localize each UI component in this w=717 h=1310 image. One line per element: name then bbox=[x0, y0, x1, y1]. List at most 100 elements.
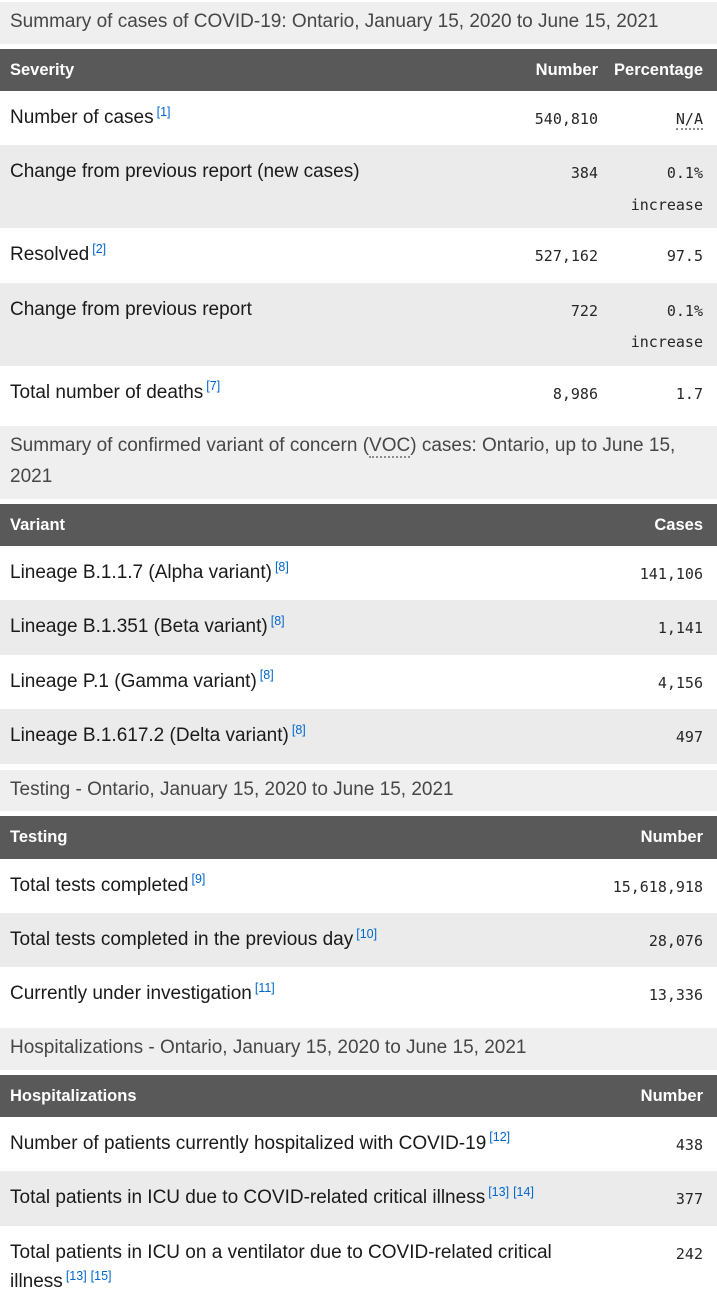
row-label: Total patients in ICU due to COVID-relat… bbox=[10, 1187, 486, 1209]
hospitalizations-table: Hospitalizations Number Number of patien… bbox=[0, 1074, 717, 1310]
table-row: Change from previous report 722 0.1% inc… bbox=[0, 282, 717, 366]
row-percentage: 0.1% increase bbox=[612, 145, 717, 228]
column-header-hospitalizations: Hospitalizations bbox=[0, 1074, 607, 1117]
percentage-note: increase bbox=[630, 195, 703, 214]
row-label-cell: Currently under investigation [11] bbox=[0, 967, 607, 1021]
row-label-cell: Total tests completed [9] bbox=[0, 859, 607, 913]
row-number: 13,336 bbox=[648, 986, 703, 1005]
column-header-number: Number bbox=[607, 1074, 717, 1117]
column-header-number: Number bbox=[502, 48, 612, 91]
row-label: Number of patients currently hospitalize… bbox=[10, 1132, 487, 1154]
caption-text: ) cases: Ontario, up to June 15, 2021 bbox=[10, 435, 676, 487]
section-cases-summary: Summary of cases of COVID-19: Ontario, J… bbox=[0, 2, 717, 421]
row-label-cell: Total tests completed in the previous da… bbox=[0, 913, 607, 967]
testing-table: Testing Number Total tests completed [9] … bbox=[0, 816, 717, 1022]
footnote-link[interactable]: [8] bbox=[259, 668, 274, 683]
column-header-cases: Cases bbox=[607, 503, 717, 546]
table-row: Lineage B.1.617.2 (Delta variant) [8] 497 bbox=[0, 709, 717, 764]
row-label: Currently under investigation bbox=[10, 983, 252, 1005]
column-header-number: Number bbox=[607, 816, 717, 859]
row-label-cell: Lineage B.1.1.7 (Alpha variant) [8] bbox=[0, 546, 607, 600]
row-label: Total tests completed bbox=[10, 874, 189, 896]
footnote-link[interactable]: [2] bbox=[92, 242, 107, 257]
row-number: 1,141 bbox=[657, 619, 703, 638]
table-row: Currently under investigation [11] 13,336 bbox=[0, 967, 717, 1022]
column-header-percentage: Percentage bbox=[612, 48, 717, 91]
row-percentage: 1.7 bbox=[675, 384, 703, 403]
percentage-note: increase bbox=[630, 333, 703, 352]
row-number: 527,162 bbox=[534, 247, 598, 266]
table-header-row: Hospitalizations Number bbox=[0, 1074, 717, 1117]
footnote-link[interactable]: [7] bbox=[206, 379, 221, 394]
caption-text: Testing - Ontario, January 15, 2020 to J… bbox=[10, 778, 454, 800]
row-label: Total number of deaths bbox=[10, 381, 204, 403]
row-label: Resolved bbox=[10, 244, 90, 266]
table-row: Total number of deaths [7] 8,986 1.7 bbox=[0, 365, 717, 421]
section-testing: Testing - Ontario, January 15, 2020 to J… bbox=[0, 769, 717, 1022]
footnote-link[interactable]: [14] bbox=[513, 1184, 534, 1199]
percentage-value: 0.1% bbox=[666, 301, 703, 320]
table-row: Change from previous report (new cases) … bbox=[0, 145, 717, 229]
footnote-link[interactable]: [12] bbox=[489, 1130, 511, 1145]
row-number: 438 bbox=[675, 1135, 703, 1154]
caption-text: Summary of confirmed variant of concern … bbox=[10, 435, 370, 457]
not-applicable-abbr[interactable]: N/A bbox=[675, 109, 703, 130]
row-number: 377 bbox=[675, 1190, 703, 1209]
percentage-value: 0.1% bbox=[666, 164, 703, 183]
table-header-row: Variant Cases bbox=[0, 503, 717, 546]
column-header-testing: Testing bbox=[0, 816, 607, 859]
row-label-cell: Total patients in ICU on a ventilator du… bbox=[0, 1226, 607, 1310]
row-label: Lineage B.1.351 (Beta variant) bbox=[10, 616, 268, 638]
footnote-link[interactable]: [10] bbox=[356, 926, 378, 941]
row-label: Total tests completed in the previous da… bbox=[10, 928, 354, 950]
table-caption: Hospitalizations - Ontario, January 15, … bbox=[0, 1027, 717, 1070]
row-label: Number of cases bbox=[10, 106, 154, 128]
table-caption: Summary of confirmed variant of concern … bbox=[0, 426, 717, 499]
table-row: Total tests completed in the previous da… bbox=[0, 912, 717, 968]
table-row: Total patients in ICU on a ventilator du… bbox=[0, 1225, 717, 1310]
row-label-cell: Resolved [2] bbox=[0, 228, 502, 282]
footnote-link[interactable]: [13] bbox=[488, 1184, 510, 1199]
table-row: Lineage P.1 (Gamma variant) [8] 4,156 bbox=[0, 654, 717, 710]
section-voc-summary: Summary of confirmed variant of concern … bbox=[0, 426, 717, 764]
variant-table: Variant Cases Lineage B.1.1.7 (Alpha var… bbox=[0, 503, 717, 764]
footnote-link[interactable]: [9] bbox=[191, 872, 206, 887]
row-label-cell: Change from previous report (new cases) bbox=[0, 145, 502, 228]
table-row: Total patients in ICU due to COVID-relat… bbox=[0, 1171, 717, 1226]
footnote-link[interactable]: [8] bbox=[270, 614, 285, 628]
row-label-cell: Lineage B.1.351 (Beta variant) [8] bbox=[0, 600, 607, 654]
table-caption: Summary of cases of COVID-19: Ontario, J… bbox=[0, 2, 717, 44]
column-header-severity: Severity bbox=[0, 48, 502, 91]
row-number: 141,106 bbox=[639, 564, 703, 583]
table-row: Number of patients currently hospitalize… bbox=[0, 1116, 717, 1172]
table-row: Number of cases [1] 540,810 N/A bbox=[0, 90, 717, 146]
footnote-link[interactable]: [1] bbox=[156, 104, 171, 119]
row-number: 722 bbox=[570, 301, 598, 320]
footnote-link[interactable]: [11] bbox=[254, 981, 275, 996]
footnote-link[interactable]: [8] bbox=[291, 722, 306, 737]
row-label: Change from previous report bbox=[10, 298, 252, 320]
table-row: Lineage B.1.1.7 (Alpha variant) [8] 141,1… bbox=[0, 545, 717, 601]
table-row: Lineage B.1.351 (Beta variant) [8] 1,141 bbox=[0, 600, 717, 655]
row-label: Lineage B.1.1.7 (Alpha variant) bbox=[10, 561, 272, 583]
voc-abbr[interactable]: VOC bbox=[369, 435, 411, 459]
footnote-link[interactable]: [13] bbox=[65, 1268, 87, 1283]
table-header-row: Severity Number Percentage bbox=[0, 48, 717, 91]
row-number: 497 bbox=[675, 728, 703, 747]
caption-text: Hospitalizations - Ontario, January 15, … bbox=[10, 1036, 527, 1058]
row-label: Lineage P.1 (Gamma variant) bbox=[10, 670, 257, 692]
footnote-link[interactable]: [15] bbox=[90, 1268, 112, 1283]
row-label-cell: Lineage P.1 (Gamma variant) [8] bbox=[0, 655, 607, 709]
row-label: Change from previous report (new cases) bbox=[10, 161, 360, 183]
table-caption: Testing - Ontario, January 15, 2020 to J… bbox=[0, 769, 717, 812]
row-number: 28,076 bbox=[648, 931, 703, 950]
caption-text: Summary of cases of COVID-19: Ontario, J… bbox=[10, 11, 659, 32]
row-percentage: 0.1% increase bbox=[612, 283, 717, 366]
footnote-link[interactable]: [8] bbox=[274, 559, 289, 574]
row-label-cell: Lineage B.1.617.2 (Delta variant) [8] bbox=[0, 709, 607, 763]
row-label: Total patients in ICU on a ventilator du… bbox=[10, 1241, 552, 1293]
column-header-variant: Variant bbox=[0, 503, 607, 546]
table-header-row: Testing Number bbox=[0, 816, 717, 859]
row-number: 15,618,918 bbox=[612, 877, 703, 896]
